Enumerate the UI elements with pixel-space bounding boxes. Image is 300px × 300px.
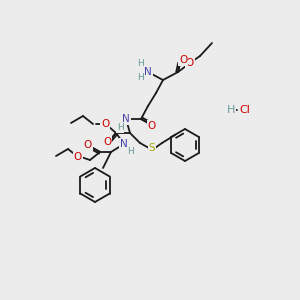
Text: N: N [120, 139, 128, 149]
Text: O: O [101, 119, 109, 129]
Text: O: O [103, 137, 111, 147]
Text: H: H [117, 124, 123, 133]
Text: H: H [138, 74, 144, 82]
Text: H: H [128, 148, 134, 157]
Text: N: N [122, 114, 130, 124]
Text: H: H [136, 58, 143, 68]
Text: O: O [74, 152, 82, 162]
Text: N: N [144, 67, 152, 77]
Text: Cl: Cl [240, 105, 250, 115]
Text: O: O [186, 58, 194, 68]
Text: O: O [179, 55, 187, 65]
Text: H: H [227, 105, 235, 115]
Text: S: S [149, 143, 155, 153]
Text: O: O [84, 140, 92, 150]
Text: O: O [148, 121, 156, 131]
